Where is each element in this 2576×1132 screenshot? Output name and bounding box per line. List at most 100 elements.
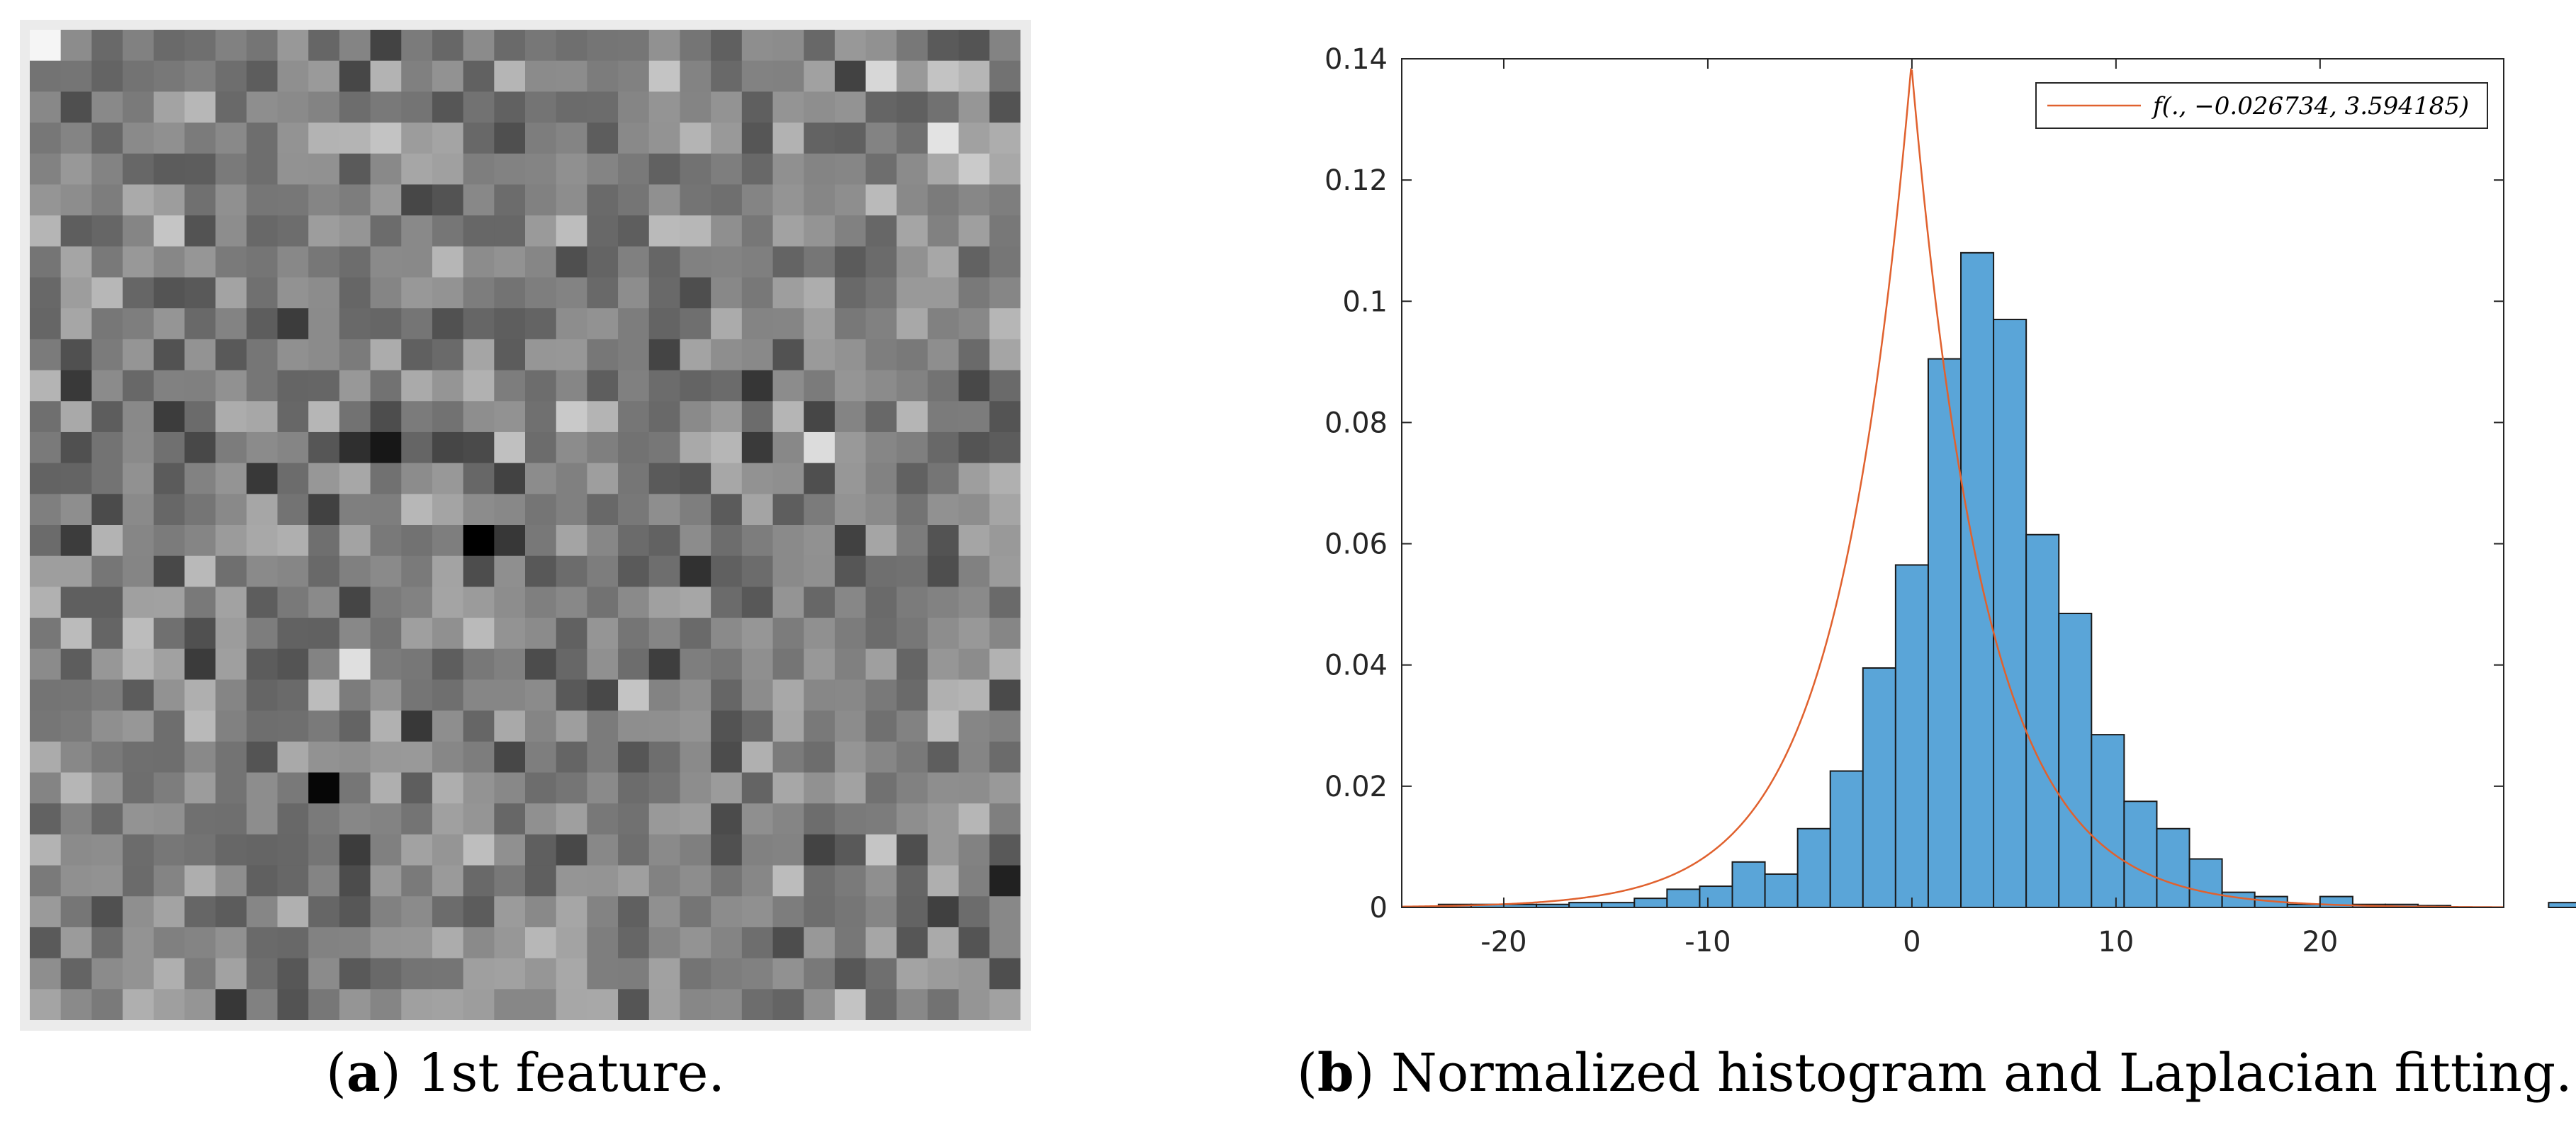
feature-pixel xyxy=(989,679,1020,711)
feature-pixel xyxy=(711,834,743,866)
feature-pixel xyxy=(60,153,92,186)
feature-pixel xyxy=(927,91,960,123)
feature-pixel xyxy=(772,246,804,278)
feature-pixel xyxy=(432,618,464,650)
feature-pixel xyxy=(648,865,681,897)
feature-pixel xyxy=(772,123,804,154)
feature-pixel xyxy=(277,989,309,1020)
feature-pixel xyxy=(153,370,186,402)
feature-pixel xyxy=(896,246,928,278)
feature-pixel xyxy=(618,494,650,526)
feature-pixel xyxy=(927,834,960,866)
histogram-bar xyxy=(1829,770,1864,908)
feature-pixel xyxy=(91,463,123,494)
feature-pixel xyxy=(865,153,897,186)
feature-pixel xyxy=(711,308,743,340)
feature-pixel xyxy=(215,587,247,618)
feature-pixel xyxy=(308,803,340,835)
feature-pixel xyxy=(30,679,62,711)
feature-pixel xyxy=(401,741,433,774)
feature-pixel xyxy=(60,401,92,433)
feature-pixel xyxy=(184,60,216,92)
feature-pixel xyxy=(308,277,340,309)
feature-pixel xyxy=(741,525,774,557)
feature-pixel xyxy=(741,618,774,650)
feature-pixel xyxy=(525,927,557,959)
feature-pixel xyxy=(463,277,495,309)
feature-pixel xyxy=(30,431,62,464)
caption-b-text: Normalized histogram and Laplacian fitti… xyxy=(1374,1043,2572,1104)
feature-pixel xyxy=(525,989,557,1020)
feature-pixel xyxy=(741,123,774,154)
feature-pixel xyxy=(865,865,897,897)
feature-pixel xyxy=(741,463,774,494)
feature-pixel xyxy=(587,679,619,711)
feature-pixel xyxy=(339,184,371,216)
feature-pixel xyxy=(153,896,186,928)
feature-pixel xyxy=(277,463,309,494)
feature-pixel xyxy=(91,431,123,464)
feature-pixel xyxy=(60,772,92,804)
feature-pixel xyxy=(711,431,743,464)
feature-pixel xyxy=(618,896,650,928)
feature-pixel xyxy=(958,339,990,371)
feature-pixel xyxy=(556,555,587,587)
feature-pixel xyxy=(618,587,650,618)
feature-pixel xyxy=(308,339,340,371)
feature-pixel xyxy=(246,741,279,774)
feature-pixel xyxy=(401,184,433,216)
feature-pixel xyxy=(184,772,216,804)
feature-pixel xyxy=(556,401,587,433)
feature-pixel xyxy=(772,30,804,62)
feature-pixel xyxy=(30,339,62,371)
caption-a: (a) 1st feature. xyxy=(326,1043,725,1104)
feature-pixel xyxy=(711,153,743,186)
feature-pixel xyxy=(896,618,928,650)
feature-pixel xyxy=(927,927,960,959)
feature-pixel xyxy=(215,184,247,216)
feature-pixel xyxy=(804,401,836,433)
feature-pixel xyxy=(804,370,836,402)
feature-pixel xyxy=(648,834,681,866)
feature-pixel xyxy=(834,277,867,309)
feature-pixel xyxy=(494,741,526,774)
feature-pixel xyxy=(153,587,186,618)
feature-pixel xyxy=(494,958,526,990)
feature-pixel xyxy=(30,525,62,557)
feature-pixel xyxy=(91,865,123,897)
feature-pixel xyxy=(927,896,960,928)
feature-pixel xyxy=(896,431,928,464)
feature-pixel xyxy=(711,865,743,897)
feature-pixel xyxy=(432,555,464,587)
feature-pixel xyxy=(804,711,836,742)
feature-pixel xyxy=(494,679,526,711)
feature-pixel xyxy=(648,246,681,278)
feature-pixel xyxy=(927,370,960,402)
feature-pixel xyxy=(741,865,774,897)
feature-pixel xyxy=(618,277,650,309)
feature-pixel xyxy=(587,648,619,681)
feature-pixel xyxy=(556,896,587,928)
feature-pixel xyxy=(463,989,495,1020)
feature-pixel xyxy=(401,463,433,494)
feature-pixel xyxy=(927,555,960,587)
feature-pixel xyxy=(711,741,743,774)
feature-pixel xyxy=(246,711,279,742)
feature-pixel xyxy=(556,370,587,402)
feature-pixel xyxy=(525,184,557,216)
feature-pixel xyxy=(30,246,62,278)
feature-pixel xyxy=(215,153,247,186)
feature-pixel xyxy=(772,989,804,1020)
feature-pixel xyxy=(123,215,154,247)
feature-pixel xyxy=(680,618,712,650)
feature-pixel xyxy=(30,865,62,897)
feature-pixel xyxy=(772,958,804,990)
feature-pixel xyxy=(587,958,619,990)
feature-pixel xyxy=(927,989,960,1020)
feature-pixel xyxy=(834,834,867,866)
feature-pixel xyxy=(246,648,279,681)
feature-pixel xyxy=(246,401,279,433)
feature-pixel xyxy=(246,431,279,464)
feature-pixel xyxy=(525,896,557,928)
feature-pixel xyxy=(370,339,402,371)
